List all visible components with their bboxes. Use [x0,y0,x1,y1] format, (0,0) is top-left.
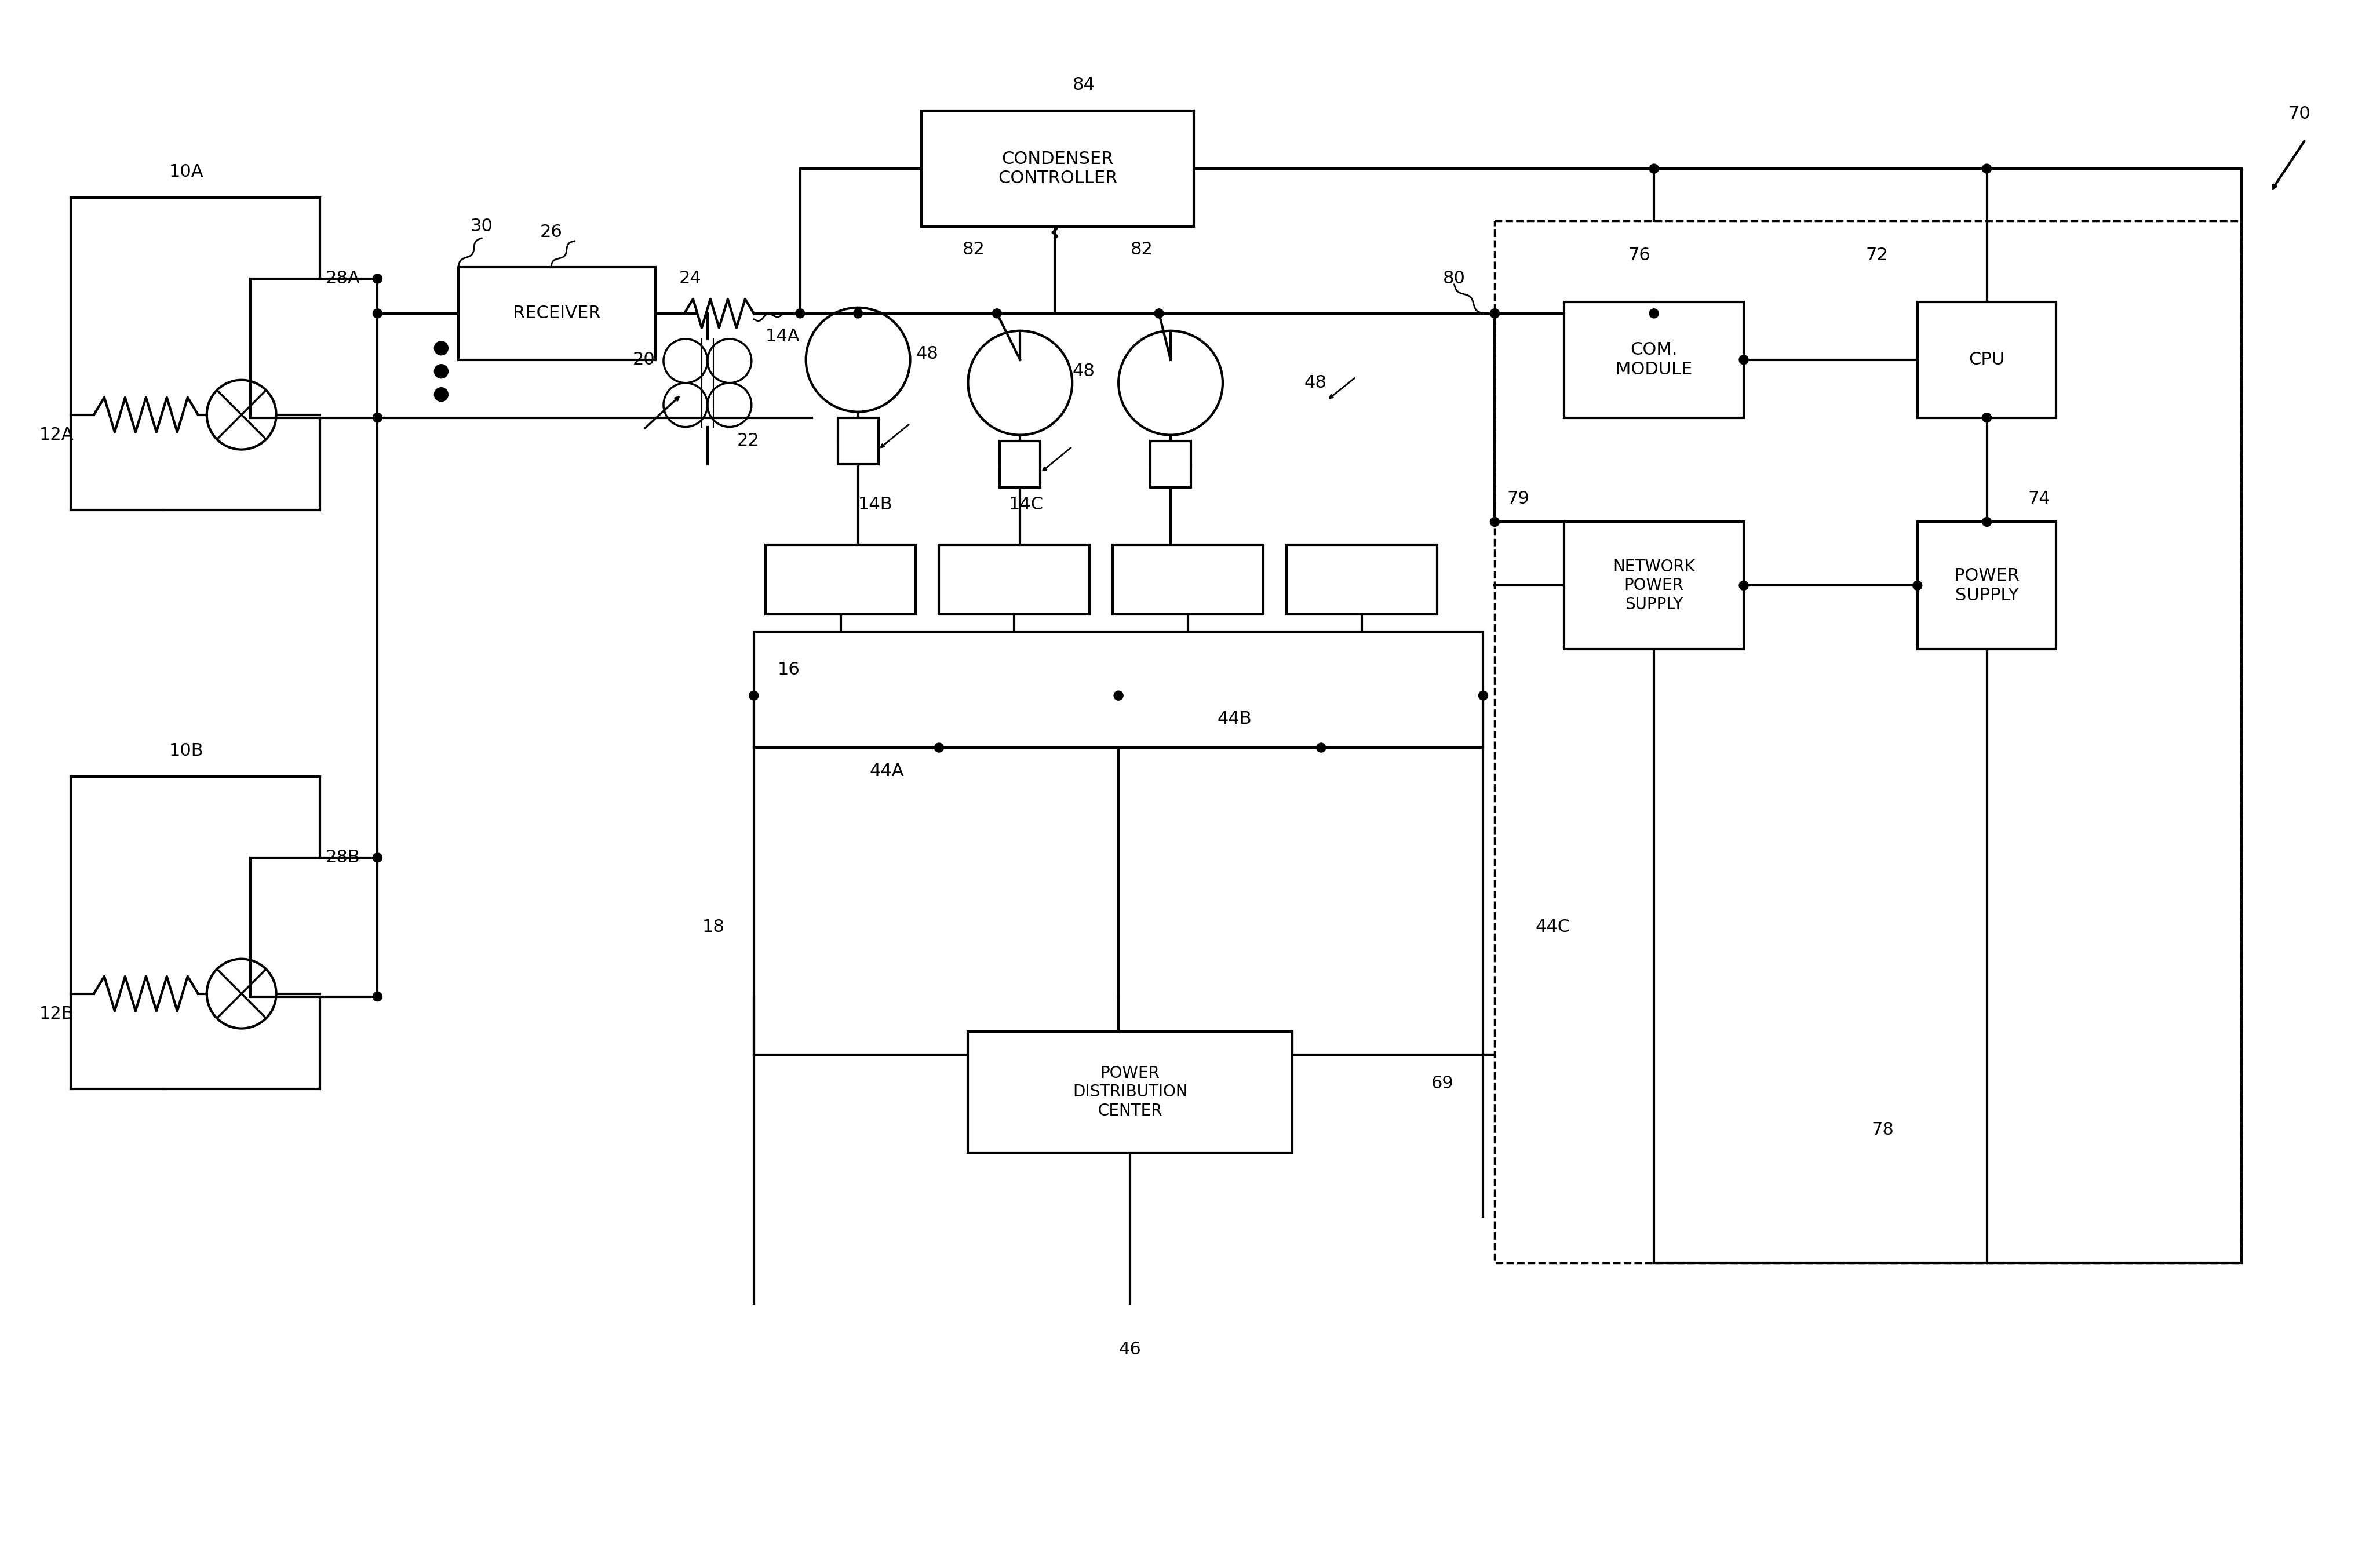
Circle shape [1490,309,1499,318]
Text: 24: 24 [678,270,702,287]
Text: 74: 74 [2028,490,2049,508]
Circle shape [1740,580,1749,590]
Circle shape [1983,517,1992,526]
Circle shape [1649,309,1659,318]
Text: 14A: 14A [766,327,800,345]
Text: 26: 26 [540,223,562,241]
Circle shape [1740,355,1749,365]
Text: 70: 70 [2287,106,2311,123]
Circle shape [795,309,804,318]
Text: 46: 46 [1119,1341,1142,1358]
Text: CPU: CPU [1968,351,2004,368]
Text: 12A: 12A [38,427,74,444]
Text: 12B: 12B [38,1006,74,1023]
Bar [766,545,916,615]
Circle shape [854,309,862,318]
Circle shape [935,743,945,753]
Bar [1114,545,1264,615]
Bar [1564,521,1745,649]
Bar [1564,301,1745,417]
Text: 48: 48 [1304,374,1326,391]
Circle shape [1478,691,1488,700]
Circle shape [374,413,383,422]
Circle shape [1490,517,1499,526]
Circle shape [1914,580,1923,590]
Text: 80: 80 [1442,270,1466,287]
Circle shape [433,341,447,355]
Circle shape [433,388,447,402]
Text: 82: 82 [962,242,985,258]
Bar [969,1032,1292,1153]
Text: COM.
MODULE: COM. MODULE [1616,341,1692,377]
Circle shape [750,691,759,700]
Circle shape [1983,413,1992,422]
Text: 78: 78 [1871,1122,1894,1138]
Text: 82: 82 [1130,242,1152,258]
Text: 10A: 10A [169,163,205,180]
Circle shape [1154,309,1164,318]
Circle shape [1983,165,1992,174]
Text: 30: 30 [471,219,493,234]
Bar [1918,301,2056,417]
Text: 48: 48 [1073,363,1095,380]
Text: NETWORK
POWER
SUPPLY: NETWORK POWER SUPPLY [1614,559,1695,613]
Text: 79: 79 [1507,490,1530,508]
Text: 16: 16 [778,661,800,678]
Text: 20: 20 [633,351,654,368]
Circle shape [374,275,383,284]
Text: 18: 18 [702,919,724,936]
Text: 44A: 44A [869,762,904,779]
Text: 14C: 14C [1009,497,1042,512]
Text: 28A: 28A [326,270,359,287]
Text: 28B: 28B [326,849,359,866]
Circle shape [374,854,383,863]
Circle shape [374,309,383,318]
Bar [754,632,1483,748]
Text: POWER
SUPPLY: POWER SUPPLY [1954,568,2021,604]
Bar [1495,220,2242,1263]
Circle shape [1114,691,1123,700]
Text: POWER
DISTRIBUTION
CENTER: POWER DISTRIBUTION CENTER [1073,1065,1188,1119]
Bar [921,110,1195,227]
Circle shape [433,365,447,379]
Text: 10B: 10B [169,742,205,759]
Text: 22: 22 [738,433,759,449]
Circle shape [992,309,1002,318]
Text: 14B: 14B [859,497,892,512]
Text: 69: 69 [1430,1076,1454,1091]
Circle shape [1316,743,1326,753]
Circle shape [374,992,383,1001]
Text: 44C: 44C [1535,919,1571,936]
Circle shape [1490,309,1499,318]
Text: RECEIVER: RECEIVER [514,306,600,321]
Bar [1285,545,1438,615]
Text: 84: 84 [1073,76,1095,93]
Bar [1918,521,2056,649]
Text: 76: 76 [1628,247,1652,264]
Text: 48: 48 [916,346,938,362]
Text: 44B: 44B [1216,711,1252,726]
Bar [940,545,1090,615]
Bar [1000,441,1040,487]
Bar [459,267,655,360]
Bar [1150,441,1190,487]
Text: 72: 72 [1866,247,1887,264]
Text: CONDENSER
CONTROLLER: CONDENSER CONTROLLER [997,151,1119,186]
Bar [838,417,878,464]
Circle shape [1649,165,1659,174]
